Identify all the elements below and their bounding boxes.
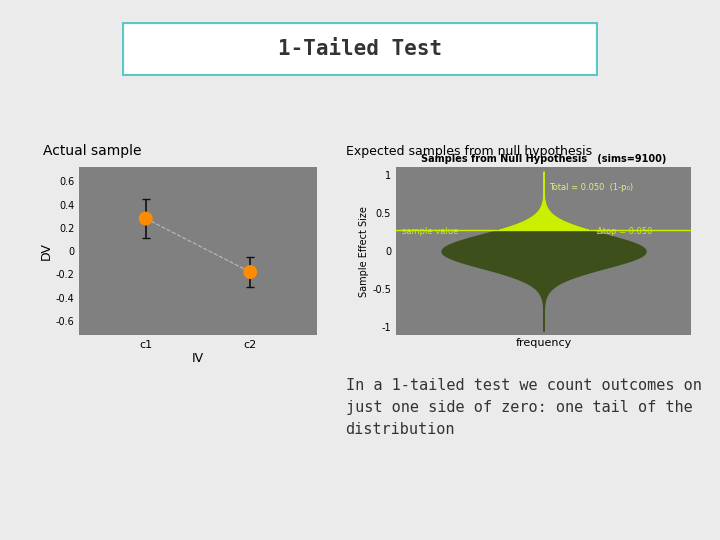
Y-axis label: Sample Effect Size: Sample Effect Size — [359, 206, 369, 296]
Text: Actual sample: Actual sample — [43, 144, 142, 158]
Text: Δtop = 0.050: Δtop = 0.050 — [597, 227, 652, 237]
Text: 1-Tailed Test: 1-Tailed Test — [278, 38, 442, 59]
FancyBboxPatch shape — [122, 22, 598, 76]
Text: Total = 0.050  (1-p₀): Total = 0.050 (1-p₀) — [549, 183, 634, 192]
Text: Expected samples from null hypothesis: Expected samples from null hypothesis — [346, 145, 592, 158]
Text: Samples from Null Hypothesis   (sims=9100): Samples from Null Hypothesis (sims=9100) — [421, 154, 666, 164]
Y-axis label: DV: DV — [40, 242, 53, 260]
Text: sample value: sample value — [402, 227, 458, 237]
Text: In a 1-tailed test we count outcomes on
just one side of zero: one tail of the
d: In a 1-tailed test we count outcomes on … — [346, 378, 701, 437]
X-axis label: frequency: frequency — [516, 338, 572, 348]
Point — [140, 214, 151, 223]
Point — [245, 268, 256, 276]
X-axis label: IV: IV — [192, 353, 204, 366]
